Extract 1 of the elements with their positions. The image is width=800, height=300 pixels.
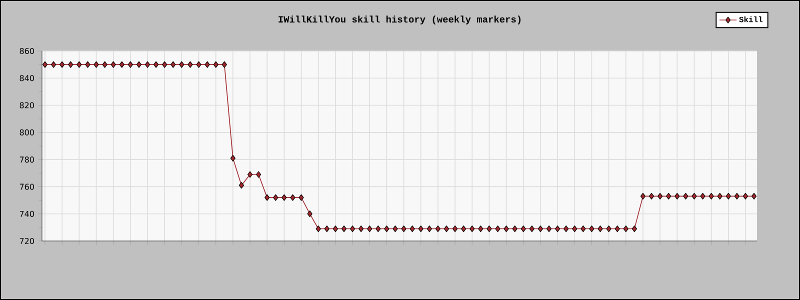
chart-title: IWillKillYou skill history (weekly markers) bbox=[278, 16, 520, 24]
